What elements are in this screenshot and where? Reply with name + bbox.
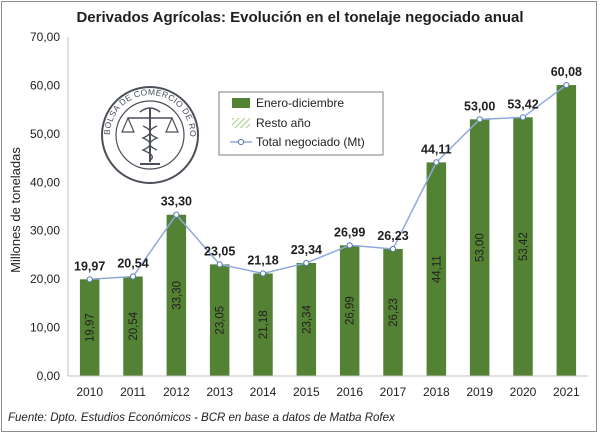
total-point bbox=[303, 259, 310, 267]
total-point bbox=[563, 81, 570, 89]
y-tick-label: 20,00 bbox=[30, 272, 60, 286]
total-data-label: 19,97 bbox=[74, 259, 105, 273]
y-tick-label: 0,00 bbox=[37, 369, 61, 383]
total-data-label: 26,99 bbox=[334, 225, 365, 239]
total-data-label: 53,42 bbox=[507, 97, 538, 111]
x-tick-label: 2011 bbox=[120, 385, 146, 399]
bar-inside-label: 26,99 bbox=[345, 296, 357, 325]
y-tick-label: 70,00 bbox=[30, 30, 60, 44]
bars: 19,97 20,54 33,30 23,05 21,18 23,34 26,99 26,23… bbox=[79, 85, 577, 377]
legend-swatch-enero-diciembre bbox=[232, 98, 250, 108]
y-tick-label: 30,00 bbox=[30, 224, 60, 238]
bar-enero-diciembre bbox=[513, 117, 533, 377]
y-tick-label: 50,00 bbox=[30, 127, 60, 141]
x-axis: 2010 2011 2012 2013 2014 2015 2016 2017 2018 2019… bbox=[68, 375, 588, 399]
x-tick-label: 2012 bbox=[163, 385, 190, 399]
legend-swatch-total-marker bbox=[237, 138, 245, 146]
legend-label-total: Total negociado (Mt) bbox=[256, 135, 365, 149]
y-axis: 0,00 10,00 20,00 30,00 40,00 50,00 60,00 70,00 bbox=[30, 30, 69, 383]
bar-enero-diciembre bbox=[253, 273, 273, 376]
bar-inside-label: 26,23 bbox=[388, 298, 400, 327]
bar-enero-diciembre bbox=[339, 245, 360, 376]
bar-enero-diciembre bbox=[79, 279, 100, 376]
source-note: Fuente: Dpto. Estudios Económicos - BCR … bbox=[8, 412, 395, 424]
total-data-label: 44,11 bbox=[421, 142, 452, 156]
bar-enero-diciembre bbox=[209, 264, 230, 376]
total-data-label: 20,54 bbox=[117, 257, 148, 271]
legend: Enero-diciembre Resto año Total negociad… bbox=[218, 91, 384, 156]
legend-label-resto-ano: Resto año bbox=[256, 116, 311, 130]
total-point bbox=[389, 245, 397, 253]
x-tick-label: 2016 bbox=[336, 385, 363, 399]
total-data-label: 23,05 bbox=[204, 244, 235, 258]
y-tick-label: 60,00 bbox=[30, 78, 60, 92]
bar-enero-diciembre bbox=[123, 276, 143, 376]
y-axis-label: Millones de toneladas bbox=[8, 147, 23, 273]
total-data-label: 53,00 bbox=[464, 99, 495, 113]
bar-inside-label: 44,11 bbox=[431, 255, 443, 283]
total-point bbox=[346, 242, 353, 249]
chart-title: Derivados Agrícolas: Evolución en el ton… bbox=[76, 9, 523, 26]
x-tick-label: 2019 bbox=[466, 385, 493, 399]
total-point bbox=[86, 276, 93, 283]
bar-enero-diciembre bbox=[426, 162, 447, 376]
total-point bbox=[519, 114, 527, 121]
x-tick-label: 2010 bbox=[76, 385, 103, 399]
bar-inside-label: 53,00 bbox=[475, 233, 487, 262]
total-data-label: 21,18 bbox=[247, 253, 278, 267]
bar-inside-label: 23,34 bbox=[301, 304, 313, 333]
total-data-label: 26,23 bbox=[377, 229, 408, 243]
x-tick-label: 2021 bbox=[553, 385, 580, 399]
bar-inside-label: 21,18 bbox=[258, 310, 270, 339]
total-point bbox=[173, 211, 180, 218]
bar-resto-ano bbox=[556, 85, 577, 377]
total-point bbox=[476, 116, 483, 123]
x-tick-label: 2013 bbox=[206, 385, 233, 399]
bar-inside-label: 20,54 bbox=[128, 311, 140, 340]
total-point bbox=[129, 273, 137, 280]
x-tick-label: 2018 bbox=[423, 385, 450, 399]
bar-enero-diciembre bbox=[296, 262, 317, 376]
x-tick-label: 2015 bbox=[293, 385, 320, 399]
total-data-label: 60,08 bbox=[551, 65, 582, 79]
bar-inside-label: 33,30 bbox=[171, 281, 183, 310]
total-point bbox=[433, 159, 440, 166]
legend-swatch-resto-ano bbox=[232, 118, 250, 128]
bar-inside-label: 53,42 bbox=[518, 232, 530, 261]
total-point bbox=[259, 270, 267, 277]
x-tick-label: 2014 bbox=[250, 385, 277, 399]
bar-enero-diciembre bbox=[469, 119, 490, 376]
total-point bbox=[216, 261, 223, 268]
x-tick-label: 2017 bbox=[380, 385, 407, 399]
total-data-label: 33,30 bbox=[161, 195, 192, 209]
bar-enero-diciembre bbox=[383, 248, 403, 376]
bar-enero-diciembre bbox=[166, 214, 187, 376]
y-tick-label: 10,00 bbox=[30, 321, 60, 335]
total-line: 19,97 20,54 33,30 23,05 21,18 23,34 26,99 26,23… bbox=[74, 65, 582, 283]
total-line-path bbox=[89, 84, 567, 281]
y-tick-label: 40,00 bbox=[30, 175, 60, 189]
bar-inside-label: 19,97 bbox=[85, 313, 97, 342]
total-data-label: 23,34 bbox=[291, 243, 322, 257]
legend-label-enero-diciembre: Enero-diciembre bbox=[256, 96, 344, 110]
x-tick-label: 2020 bbox=[510, 385, 537, 399]
bar-inside-label: 23,05 bbox=[215, 306, 227, 335]
